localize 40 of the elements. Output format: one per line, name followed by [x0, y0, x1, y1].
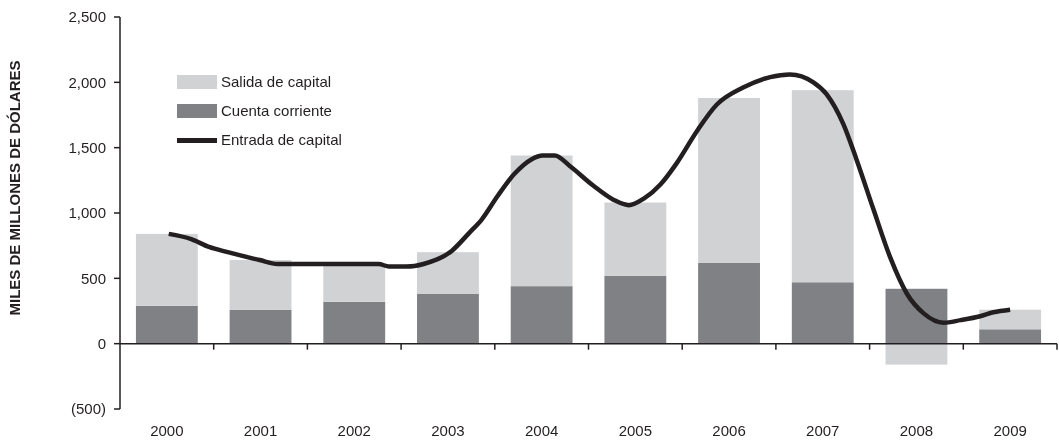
y-tick-label: 1,000: [68, 204, 106, 222]
legend-label: Cuenta corriente: [221, 102, 332, 120]
bar: [417, 294, 479, 344]
legend-label: Salida de capital: [221, 73, 332, 91]
y-tick-label: 500: [80, 269, 106, 287]
bar: [323, 263, 386, 302]
x-tick-label: 2003: [431, 422, 465, 439]
bar: [979, 329, 1042, 344]
bar: [791, 282, 854, 344]
x-tick-label: 2000: [150, 422, 184, 439]
bar: [229, 309, 292, 344]
y-axis-title: MILES DE MILLONES DE DÓLARES: [6, 60, 23, 316]
x-tick-label: 2005: [618, 422, 653, 439]
x-tick-label: 2006: [712, 422, 746, 439]
x-tick-label: 2009: [993, 422, 1027, 439]
y-tick-label: (500): [70, 400, 106, 418]
line-series: [166, 72, 1013, 326]
bar: [510, 155, 573, 287]
x-tick-label: 2002: [337, 422, 371, 439]
bar: [323, 301, 386, 344]
bar: [885, 343, 948, 365]
y-tick-label: 1,500: [68, 138, 106, 156]
bar: [604, 202, 667, 276]
bar: [604, 275, 667, 344]
bar: [791, 90, 854, 283]
y-tick-label: 2,500: [68, 8, 106, 26]
x-tick-label: 2008: [899, 422, 934, 439]
legend-label: Entrada de capital: [221, 131, 342, 149]
x-tick-label: 2001: [243, 422, 278, 439]
bar: [698, 98, 760, 263]
x-tick-label: 2007: [806, 422, 840, 439]
y-tick-label: 2,000: [68, 73, 106, 91]
bar: [135, 233, 198, 306]
bar: [698, 262, 760, 344]
x-tick-label: 2004: [524, 422, 559, 439]
bar: [510, 286, 573, 344]
bar: [417, 252, 479, 295]
bar: [229, 260, 292, 310]
bar: [135, 305, 198, 344]
y-tick-label: 0: [97, 334, 106, 352]
